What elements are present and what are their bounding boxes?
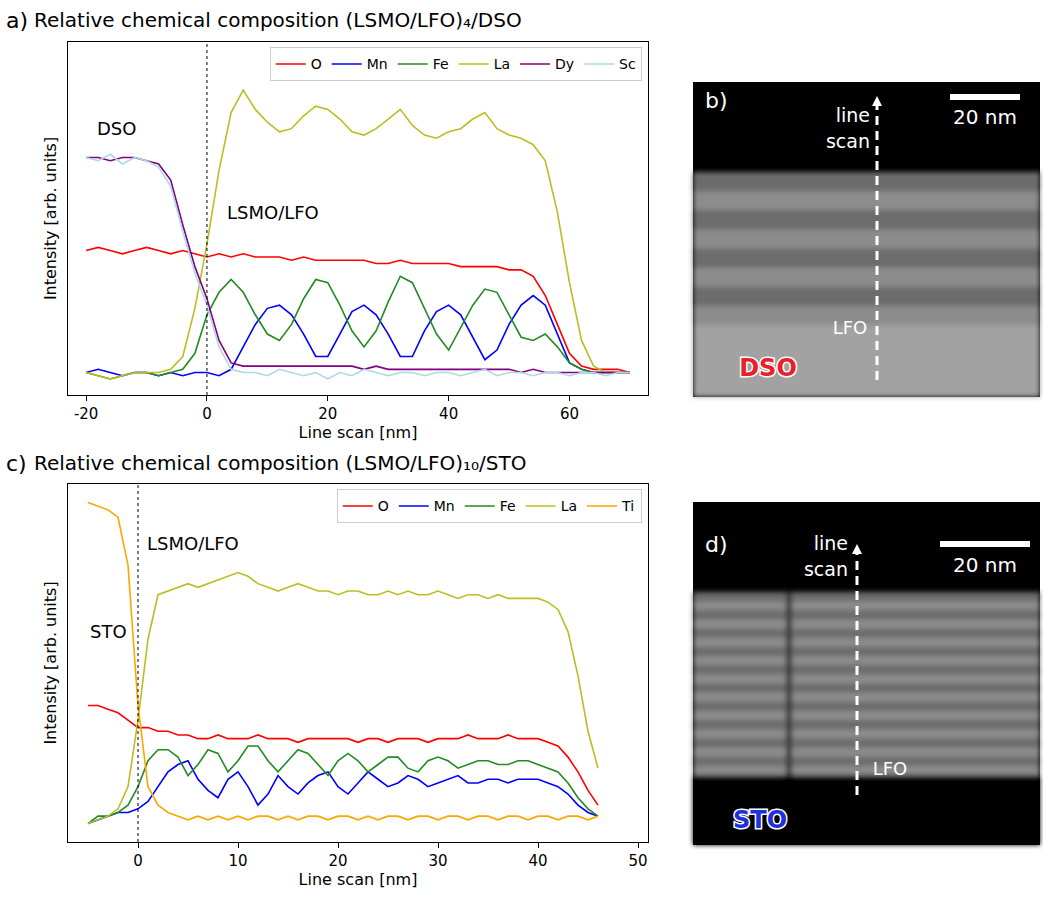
svg-text:20 nm: 20 nm (953, 105, 1017, 129)
svg-text:40: 40 (528, 852, 547, 870)
svg-text:Fe: Fe (500, 498, 516, 514)
svg-text:d): d) (705, 532, 728, 557)
svg-text:-20: -20 (74, 405, 99, 423)
svg-text:linescan: linescan (826, 104, 870, 152)
svg-text:Ti: Ti (621, 498, 634, 514)
svg-text:LSMO/LFO: LSMO/LFO (227, 202, 319, 223)
svg-text:Fe: Fe (433, 56, 449, 72)
svg-text:50: 50 (628, 852, 647, 870)
svg-text:Line scan [nm]: Line scan [nm] (299, 423, 418, 442)
svg-text:STO: STO (733, 806, 787, 834)
svg-text:20: 20 (318, 405, 337, 423)
svg-text:Sc: Sc (619, 56, 636, 72)
svg-text:O: O (311, 56, 322, 72)
svg-text:LFO: LFO (873, 758, 908, 779)
svg-text:O: O (378, 498, 389, 514)
svg-text:DSO: DSO (739, 354, 797, 382)
svg-text:DSO: DSO (97, 118, 136, 139)
svg-text:Intensity [arb. units]: Intensity [arb. units] (41, 137, 60, 300)
svg-text:b): b) (705, 88, 728, 113)
svg-text:30: 30 (428, 852, 447, 870)
svg-text:c): c) (6, 451, 27, 476)
svg-text:Relative chemical composition: Relative chemical composition (LSMO/LFO)… (34, 451, 526, 475)
svg-text:Line scan [nm]: Line scan [nm] (299, 870, 418, 889)
svg-text:60: 60 (560, 405, 579, 423)
svg-text:Intensity [arb. units]: Intensity [arb. units] (41, 581, 60, 744)
svg-text:20 nm: 20 nm (953, 553, 1017, 577)
svg-text:0: 0 (202, 405, 212, 423)
svg-text:linescan: linescan (804, 532, 848, 580)
svg-text:LFO: LFO (833, 317, 868, 338)
svg-text:Mn: Mn (367, 56, 388, 72)
svg-text:20: 20 (328, 852, 347, 870)
svg-text:a): a) (6, 8, 28, 33)
svg-text:La: La (494, 56, 510, 72)
svg-text:Dy: Dy (555, 56, 574, 72)
svg-text:La: La (561, 498, 577, 514)
svg-text:STO: STO (90, 621, 127, 642)
svg-text:0: 0 (133, 852, 143, 870)
svg-text:Relative chemical composition: Relative chemical composition (LSMO/LFO)… (34, 8, 522, 32)
svg-text:Mn: Mn (434, 498, 455, 514)
svg-text:LSMO/LFO: LSMO/LFO (147, 533, 239, 554)
svg-text:10: 10 (228, 852, 247, 870)
svg-text:40: 40 (439, 405, 458, 423)
